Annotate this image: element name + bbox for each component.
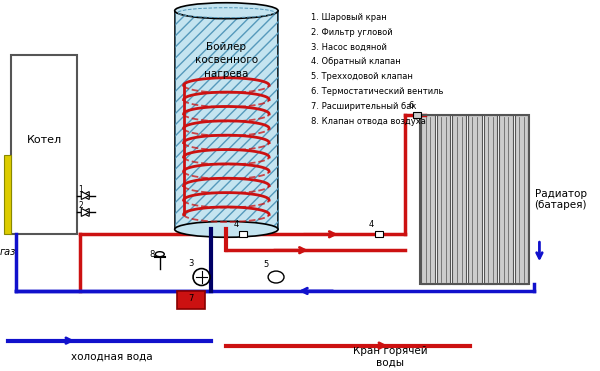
- Text: Кран горячей
воды: Кран горячей воды: [353, 346, 428, 367]
- Polygon shape: [81, 209, 89, 216]
- Text: 6. Термостатический вентиль: 6. Термостатический вентиль: [311, 87, 443, 96]
- Bar: [484, 115, 497, 284]
- Polygon shape: [81, 209, 89, 216]
- Text: 2. Фильтр угловой: 2. Фильтр угловой: [311, 27, 392, 37]
- Text: 7: 7: [188, 294, 193, 303]
- Polygon shape: [81, 191, 89, 200]
- Bar: [175, 11, 278, 229]
- Bar: [175, 11, 278, 229]
- Text: 4. Обратный клапан: 4. Обратный клапан: [311, 58, 401, 66]
- Text: 8: 8: [150, 250, 155, 259]
- Bar: [468, 115, 482, 284]
- Bar: [437, 115, 451, 284]
- Text: Радиатор
(батарея): Радиатор (батарея): [535, 189, 587, 210]
- Bar: [376, 231, 383, 237]
- Bar: [452, 115, 466, 284]
- Polygon shape: [81, 191, 89, 200]
- Ellipse shape: [268, 271, 284, 283]
- Bar: [176, 291, 205, 309]
- Bar: [239, 231, 247, 237]
- Text: 3: 3: [188, 259, 194, 268]
- Text: 3. Насос водяной: 3. Насос водяной: [311, 43, 387, 52]
- Text: 6: 6: [408, 101, 413, 110]
- Text: 1: 1: [79, 184, 83, 194]
- Bar: [421, 115, 435, 284]
- Text: газ: газ: [0, 247, 16, 257]
- Bar: [499, 115, 513, 284]
- Bar: [420, 115, 529, 284]
- Bar: [413, 112, 421, 118]
- Text: 4: 4: [233, 220, 239, 229]
- Ellipse shape: [155, 252, 164, 257]
- Text: Котел: Котел: [26, 135, 62, 145]
- Bar: [515, 115, 529, 284]
- Text: Бойлер
косвенного
нагрева: Бойлер косвенного нагрева: [195, 42, 258, 79]
- Text: 1. Шаровый кран: 1. Шаровый кран: [311, 13, 386, 22]
- Bar: [4, 155, 11, 234]
- Ellipse shape: [193, 269, 210, 285]
- Ellipse shape: [175, 3, 278, 19]
- Ellipse shape: [175, 221, 278, 237]
- Text: холодная вода: холодная вода: [71, 352, 153, 361]
- Text: 5: 5: [263, 260, 268, 269]
- Bar: [11, 55, 77, 234]
- Text: 7. Расширительный бак: 7. Расширительный бак: [311, 102, 416, 111]
- Text: 4: 4: [368, 220, 374, 229]
- Text: 2: 2: [79, 201, 83, 210]
- Text: 8. Клапан отвода воздуха: 8. Клапан отвода воздуха: [311, 117, 426, 126]
- Text: 5. Трехходовой клапан: 5. Трехходовой клапан: [311, 72, 413, 81]
